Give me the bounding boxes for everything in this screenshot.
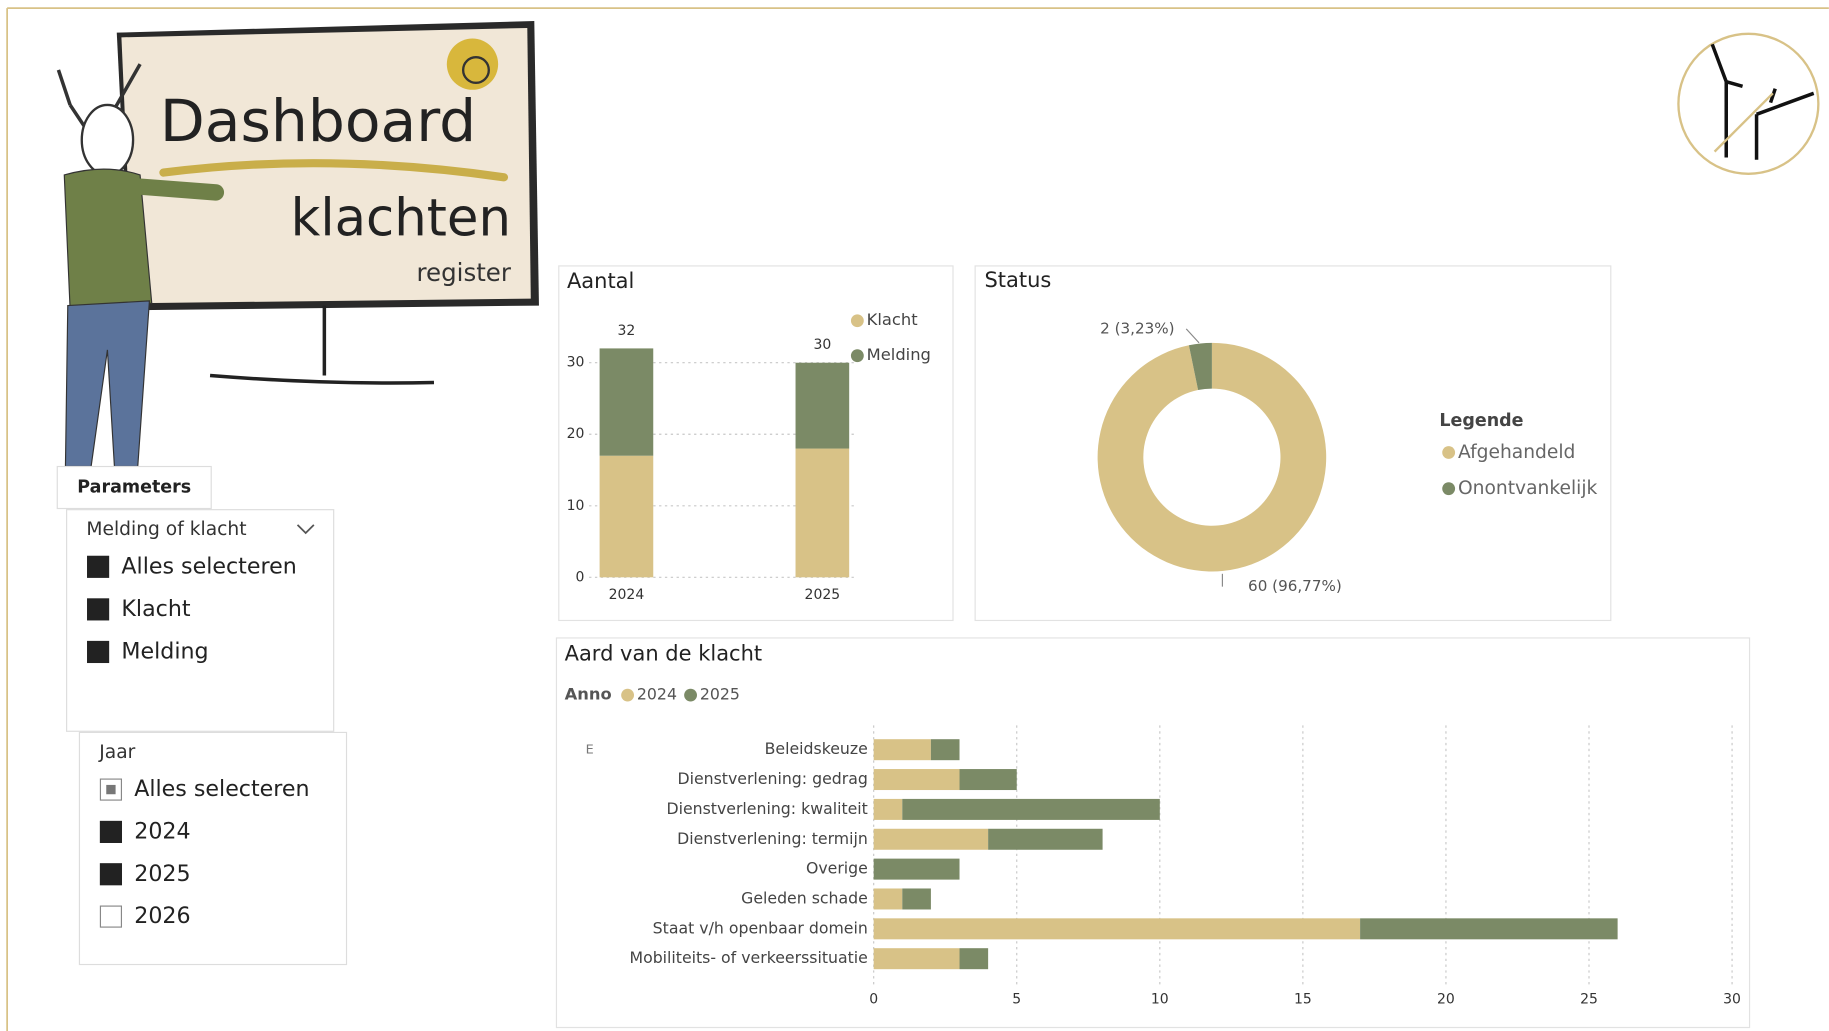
annotation: E bbox=[586, 742, 594, 757]
bar bbox=[960, 769, 1017, 790]
legend-marker[interactable] bbox=[851, 349, 864, 362]
legend-marker[interactable] bbox=[621, 689, 634, 702]
y-tick-label: Geleden schade bbox=[741, 888, 868, 907]
legend-label[interactable]: Klacht bbox=[867, 310, 918, 329]
bar bbox=[874, 769, 960, 790]
legend-marker[interactable] bbox=[851, 314, 864, 327]
x-tick-label: 20 bbox=[1437, 992, 1455, 1008]
chart-title: Status bbox=[984, 268, 1051, 292]
total-label: 32 bbox=[618, 323, 636, 339]
x-tick-label: 0 bbox=[869, 992, 878, 1008]
bar bbox=[988, 829, 1102, 850]
bar bbox=[874, 799, 903, 820]
legend-marker[interactable] bbox=[1442, 482, 1455, 495]
bar bbox=[902, 888, 931, 909]
x-tick-label: 30 bbox=[1723, 992, 1741, 1008]
slicer-item[interactable]: 2026 bbox=[134, 903, 190, 929]
x-tick-label: 2024 bbox=[609, 587, 645, 603]
caption: register bbox=[417, 258, 512, 287]
title: Dashboard bbox=[160, 87, 476, 155]
y-tick-label: Overige bbox=[806, 859, 868, 878]
x-tick-label: 2025 bbox=[805, 587, 841, 603]
tab-label[interactable]: Parameters bbox=[77, 478, 191, 498]
y-tick-label: 20 bbox=[567, 426, 585, 442]
legend-marker[interactable] bbox=[684, 689, 697, 702]
bar bbox=[600, 456, 654, 578]
legend-marker[interactable] bbox=[1442, 446, 1455, 459]
checkbox[interactable] bbox=[100, 864, 121, 885]
total-label: 30 bbox=[813, 337, 831, 353]
bar bbox=[931, 739, 960, 760]
bar bbox=[796, 449, 850, 578]
checkbox[interactable] bbox=[100, 906, 121, 927]
chart-title: Aard van de klacht bbox=[565, 641, 763, 665]
y-tick-label: Dienstverlening: gedrag bbox=[677, 769, 867, 788]
slicer-item[interactable]: Alles selecteren bbox=[121, 553, 296, 579]
legend-title: Anno bbox=[565, 685, 612, 704]
x-tick-label: 5 bbox=[1012, 992, 1021, 1008]
slicer-item[interactable]: 2025 bbox=[134, 861, 190, 887]
bar bbox=[874, 948, 960, 969]
slicer-item[interactable]: Melding bbox=[121, 638, 208, 664]
legend-title: Legende bbox=[1439, 411, 1523, 431]
slicer-item[interactable]: Klacht bbox=[121, 596, 190, 622]
x-tick-label: 25 bbox=[1580, 992, 1598, 1008]
legend-label[interactable]: Onontvankelijk bbox=[1458, 478, 1598, 499]
y-tick-label: 30 bbox=[567, 355, 585, 371]
dashboard: Dashboard klachten register Parameters M… bbox=[0, 0, 1829, 1031]
legend-label[interactable]: 2025 bbox=[700, 685, 740, 704]
y-tick-label: Mobiliteits- of verkeerssituatie bbox=[629, 948, 867, 967]
y-tick-label: 10 bbox=[567, 498, 585, 514]
bar bbox=[874, 888, 903, 909]
bar bbox=[600, 348, 654, 455]
bar bbox=[1360, 918, 1618, 939]
bar bbox=[902, 799, 1160, 820]
legend-label[interactable]: 2024 bbox=[637, 685, 677, 704]
y-tick-label: Dienstverlening: termijn bbox=[677, 829, 868, 848]
checkbox[interactable] bbox=[88, 599, 109, 620]
x-tick-label: 15 bbox=[1294, 992, 1312, 1008]
bar bbox=[796, 363, 850, 449]
checkbox[interactable] bbox=[88, 556, 109, 577]
slicer-title: Melding of klacht bbox=[86, 519, 246, 540]
bar bbox=[874, 829, 988, 850]
legend-label[interactable]: Melding bbox=[867, 345, 931, 364]
data-label: 2 (3,23%) bbox=[1100, 319, 1174, 337]
slicer-item[interactable]: Alles selecteren bbox=[134, 776, 309, 802]
checkbox[interactable] bbox=[100, 821, 121, 842]
bar bbox=[874, 859, 960, 880]
bar bbox=[874, 918, 1360, 939]
y-tick-label: Dienstverlening: kwaliteit bbox=[666, 799, 867, 818]
x-tick-label: 10 bbox=[1151, 992, 1169, 1008]
y-tick-label: Staat v/h openbaar domein bbox=[653, 918, 868, 937]
y-tick-label: Beleidskeuze bbox=[765, 739, 868, 758]
chart-title: Aantal bbox=[567, 269, 634, 293]
y-tick-label: 0 bbox=[576, 569, 585, 585]
legend-label[interactable]: Afgehandeld bbox=[1458, 442, 1575, 463]
slicer-panel bbox=[79, 732, 346, 964]
bar bbox=[960, 948, 989, 969]
slicer-item[interactable]: 2024 bbox=[134, 818, 190, 844]
checkbox-partial[interactable] bbox=[106, 785, 115, 794]
subtitle: klachten bbox=[291, 189, 511, 249]
checkbox[interactable] bbox=[88, 641, 109, 662]
bar bbox=[874, 739, 931, 760]
data-label: 60 (96,77%) bbox=[1248, 577, 1342, 595]
slicer-title: Jaar bbox=[98, 742, 135, 763]
